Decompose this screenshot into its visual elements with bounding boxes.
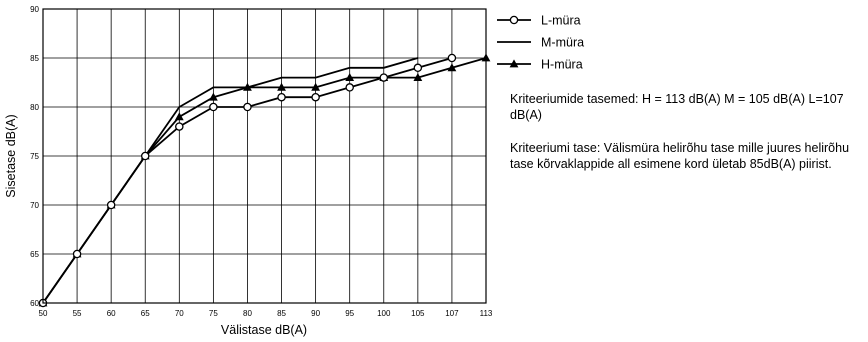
data-point [209,102,218,112]
criteria-levels-note: Kriteeriumide tasemed: H = 113 dB(A) M =… [510,92,844,122]
x-tick-label: 55 [73,309,82,318]
y-tick-label: 80 [30,103,39,112]
data-point [106,200,116,210]
data-point [413,63,423,73]
x-tick-label: 75 [209,309,218,318]
series-line [42,57,419,304]
legend-label: H-müra [541,58,583,72]
series-l-müra [38,53,457,308]
y-tick-label: 75 [30,152,39,161]
x-tick-label: 60 [107,309,116,318]
data-point [277,92,286,102]
x-tick-label: 100 [377,309,391,318]
x-axis-label: Välistase dB(A) [221,323,307,337]
x-tick-label: 85 [277,309,286,318]
x-tick-label: 95 [345,309,354,318]
x-tick-label: 105 [411,309,425,318]
y-tick-label: 60 [30,299,39,308]
legend-item: M-müra [497,36,584,50]
data-point [72,249,82,259]
x-tick-label: 107 [445,309,459,318]
data-point [447,63,457,72]
data-point [243,102,252,112]
series-m-müra [42,57,419,304]
y-tick-label: 85 [30,54,39,63]
data-point [243,82,252,91]
data-point [208,92,218,101]
data-point [379,73,389,82]
data-point [175,122,184,131]
data-point [413,73,423,81]
data-point [311,82,321,91]
x-tick-label: 70 [175,309,184,318]
data-point [311,92,320,102]
series-group [38,53,491,308]
data-point [174,112,184,121]
legend-marker [509,59,519,68]
y-axis-label: Sisetase dB(A) [4,114,18,197]
data-point [345,83,354,92]
data-point [345,73,355,81]
y-tick-label: 65 [30,250,39,259]
criteria-definition-note: Kriteeriumi tase: Välismüra helirõhu tas… [510,141,850,171]
tick-labels: 50 55 60 65 70 75 80 85 90 95 100 105 107 113 60 65 70 75… [30,5,493,318]
x-tick-label: 113 [480,309,493,318]
y-tick-label: 70 [30,201,39,210]
x-tick-label: 65 [141,309,150,318]
grid [42,8,487,304]
data-point [447,53,457,63]
legend-label: L-müra [541,14,581,28]
y-tick-label: 90 [30,5,39,14]
x-tick-label: 80 [243,309,252,318]
x-tick-label: 90 [311,309,320,318]
series-h-müra [38,53,491,307]
data-point [140,151,150,161]
series-line [42,57,487,304]
legend-label: M-müra [541,36,584,50]
legend-item: L-müra [497,14,581,28]
plot-frame [42,8,487,304]
data-point [277,82,286,91]
legend-marker [509,15,519,25]
legend-item: H-müra [497,58,583,72]
x-tick-label: 50 [39,309,48,318]
legend: L-müra M-müra H-müra [497,14,584,72]
